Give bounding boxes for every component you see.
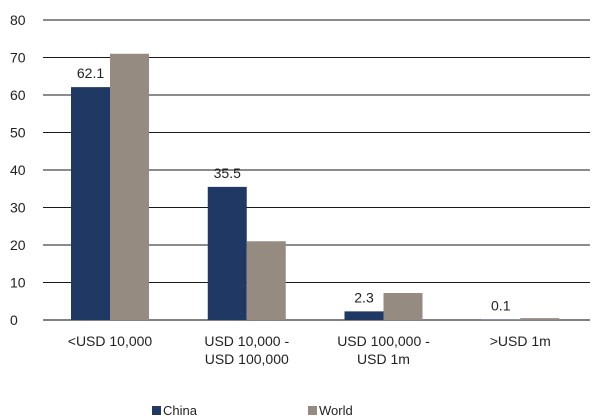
legend-label-world: World	[319, 403, 353, 418]
bar-chart: 0 10 20 30 40 50 60 70 80 62.1 35.5 2.3 0.1 <USD 10…	[10, 12, 590, 367]
data-label-china-3: 0.1	[491, 298, 511, 314]
bar-china-0	[71, 87, 110, 320]
x-axis-category-labels: <USD 10,000 USD 10,000 - USD 100,000 USD 10…	[68, 333, 551, 367]
x-category-label-3-0: >USD 1m	[490, 333, 551, 349]
bars	[71, 53, 560, 320]
data-label-china-0: 62.1	[77, 65, 104, 81]
y-tick-label-30: 30	[10, 200, 26, 216]
data-label-china-1: 35.5	[214, 165, 241, 181]
y-tick-label-50: 50	[10, 125, 26, 141]
legend-label-china: China	[163, 403, 197, 418]
x-category-label-2-1: USD 1m	[357, 351, 410, 367]
y-tick-label-20: 20	[10, 237, 26, 253]
bar-world-1	[246, 241, 286, 320]
y-axis-ticks: 0 10 20 30 40 50 60 70 80	[10, 12, 26, 328]
data-label-china-2: 2.3	[354, 289, 374, 305]
legend-swatch-china	[152, 406, 161, 415]
y-tick-label-70: 70	[10, 50, 26, 66]
x-category-label-1-1: USD 100,000	[205, 351, 289, 367]
legend-item-china: China	[152, 403, 197, 418]
x-category-label-1-0: USD 10,000 -	[204, 333, 289, 349]
bar-world-0	[110, 53, 149, 320]
y-tick-label-10: 10	[10, 275, 26, 291]
x-category-label-2-0: USD 100,000 -	[337, 333, 430, 349]
y-tick-label-40: 40	[10, 162, 26, 178]
legend: China World	[0, 400, 593, 419]
x-category-label-0-0: <USD 10,000	[68, 333, 153, 349]
bar-world-2	[383, 293, 423, 320]
y-tick-label-0: 0	[10, 312, 18, 328]
y-tick-label-60: 60	[10, 87, 26, 103]
legend-item-world: World	[308, 403, 353, 418]
bar-china-2	[344, 311, 384, 320]
data-labels: 62.1 35.5 2.3 0.1	[77, 65, 511, 314]
bar-china-1	[207, 186, 247, 320]
y-tick-label-80: 80	[10, 12, 26, 28]
bar-world-3	[520, 318, 560, 320]
legend-swatch-world	[308, 406, 317, 415]
